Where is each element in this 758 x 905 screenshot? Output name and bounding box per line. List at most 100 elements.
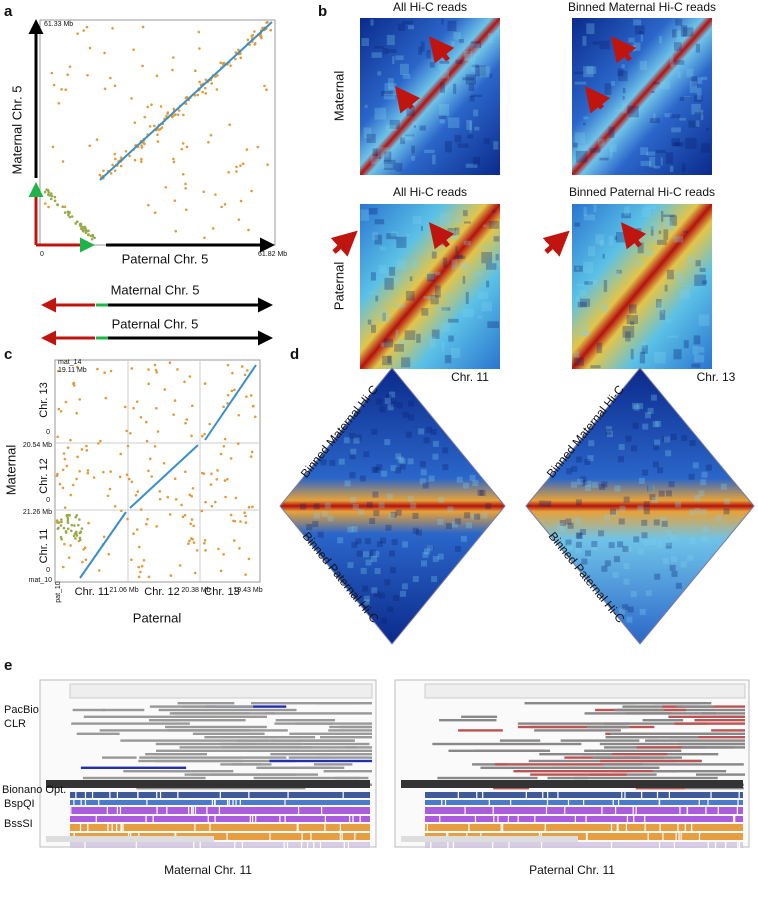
texture [388,87,397,91]
read [610,732,701,735]
texture [608,235,614,246]
texture [373,591,380,598]
label-tick [476,792,478,798]
texture [623,496,630,503]
arrow [620,222,647,250]
label-tick [542,792,544,798]
texture [633,536,640,543]
dot [176,368,179,371]
label-tick [146,800,148,805]
texture [388,512,395,519]
read [614,708,664,712]
diagonal [129,444,199,509]
dot [58,482,62,486]
label-tick [500,824,502,831]
texture [313,512,320,519]
texture [371,428,378,435]
texture [438,496,445,503]
label-tick [691,824,693,831]
texture [669,165,674,173]
texture [395,329,399,339]
texture [613,556,620,563]
texture [312,521,319,528]
texture [583,261,594,274]
label-tick [662,833,664,840]
dot [216,74,219,77]
dot [107,552,111,556]
dot [170,115,174,119]
dot [223,203,227,206]
dot [237,48,240,52]
read [603,722,708,725]
texture [673,271,682,275]
texture [689,537,696,544]
texture [465,163,478,168]
dot [174,498,178,501]
texture [402,134,413,141]
texture [692,346,699,355]
label-tick [492,842,494,848]
texture [578,331,590,337]
label-tick [707,800,709,805]
texture [464,512,471,519]
texture [495,254,499,261]
texture [669,564,676,571]
texture [587,455,594,462]
dot [229,64,232,67]
texture [584,281,593,285]
dot [74,530,78,534]
texture [456,476,463,483]
tick-label: 20.38 Mb [181,587,210,594]
read [232,763,272,766]
texture [365,559,372,566]
texture [360,209,369,221]
dot [215,88,219,91]
texture [475,65,486,77]
dot [250,34,254,38]
read [682,746,745,749]
texture [407,458,414,465]
texture [465,522,472,529]
dot [184,470,187,474]
label-tick [109,792,111,798]
read [646,787,744,790]
read [636,746,707,749]
dot [246,38,250,42]
axis-label: Maternal [3,445,18,496]
texture [352,504,359,511]
texture [657,239,667,245]
texture [483,224,487,228]
dot [209,483,213,486]
dot [57,101,61,105]
texture [617,68,624,77]
texture [376,464,383,471]
status [46,836,214,842]
dot [78,469,81,473]
texture [387,78,394,89]
dot [241,162,245,166]
dot [214,193,217,196]
dot [247,228,250,232]
texture [438,61,447,71]
texture [399,63,409,75]
texture [385,124,397,131]
dot [229,457,233,460]
label-tick [255,816,257,822]
heatmap-diamond [279,367,506,645]
texture [628,304,637,314]
texture [451,348,461,359]
panel-label: e [4,657,12,674]
dot [146,517,149,521]
texture [401,583,408,590]
texture [380,90,393,97]
dot [80,527,84,530]
heatmap-title: All Hi-C reads [393,185,467,199]
texture [384,338,394,348]
label-tick [111,824,113,831]
dot [86,471,90,475]
dot [75,477,78,481]
texture [337,537,344,544]
dot [79,224,82,228]
texture [665,152,674,164]
dot [223,437,227,441]
